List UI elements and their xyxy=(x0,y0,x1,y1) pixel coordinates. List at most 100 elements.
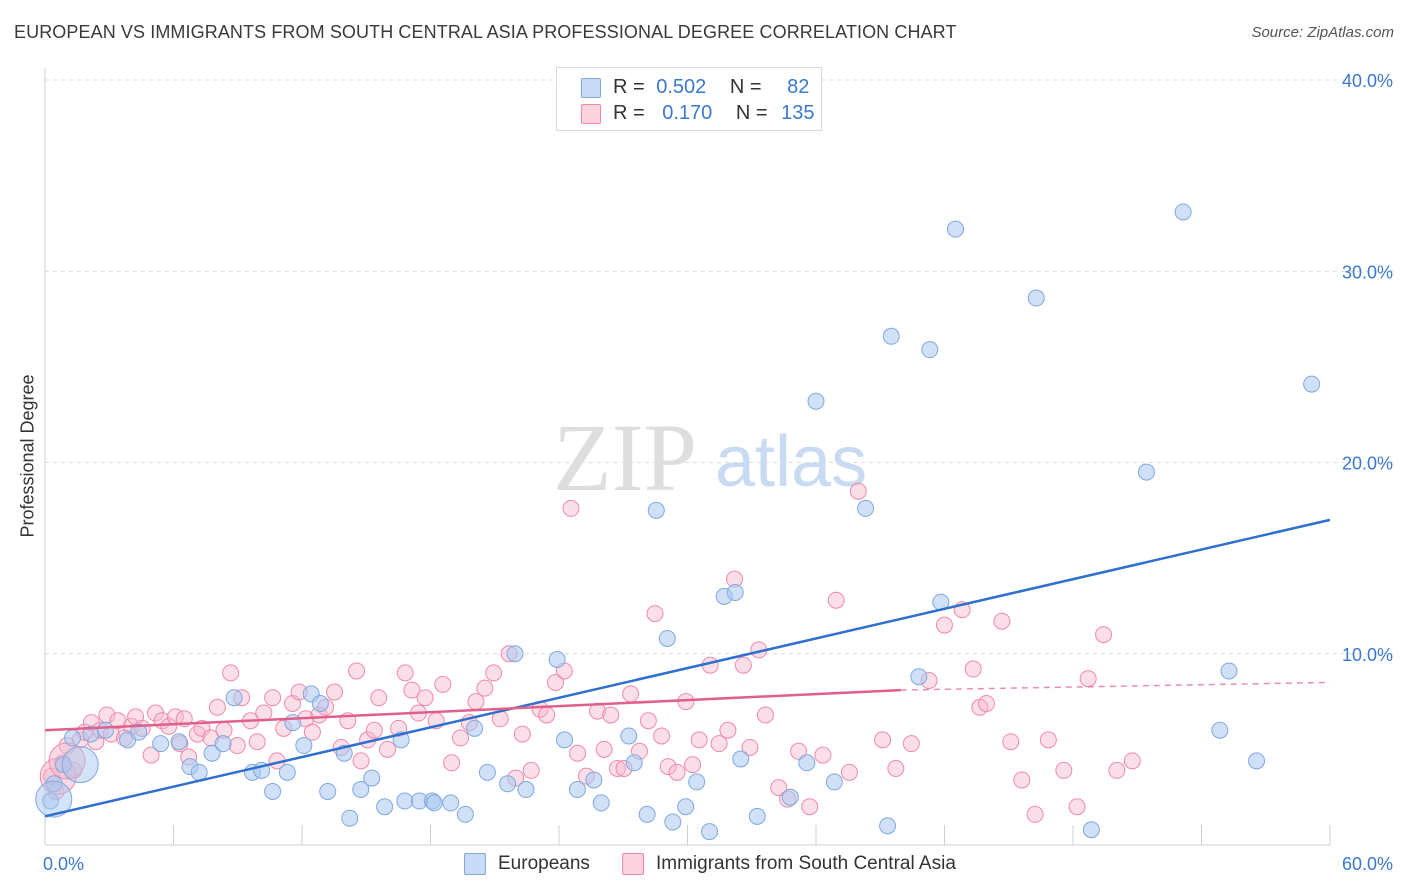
point-europeans xyxy=(1220,662,1238,680)
point-immigrants xyxy=(1026,805,1044,823)
point-europeans xyxy=(625,754,643,772)
point-europeans xyxy=(264,782,282,800)
legend-r-value: 0.502 xyxy=(656,76,707,98)
point-immigrants xyxy=(522,761,540,779)
point-immigrants xyxy=(476,679,494,697)
x-tick-label: 60.0% xyxy=(1342,854,1393,874)
point-europeans-large xyxy=(35,780,73,818)
point-europeans xyxy=(658,629,676,647)
legend-swatch-europeans xyxy=(581,78,601,98)
point-europeans xyxy=(190,763,208,781)
point-europeans xyxy=(425,794,443,812)
y-axis-label: Professional Degree xyxy=(17,374,38,538)
points-group xyxy=(35,203,1321,841)
point-immigrants xyxy=(840,763,858,781)
point-immigrants xyxy=(434,675,452,693)
bottom-legend-label-europeans: Europeans xyxy=(498,853,590,874)
point-immigrants xyxy=(874,731,892,749)
legend-r-value: 0.170 xyxy=(662,102,713,124)
chart-source: Source: ZipAtlas.com xyxy=(1251,24,1394,41)
point-immigrants xyxy=(513,725,531,743)
point-immigrants xyxy=(348,662,366,680)
point-europeans xyxy=(203,744,221,762)
point-europeans xyxy=(910,668,928,686)
point-europeans xyxy=(152,735,170,753)
point-immigrants xyxy=(902,735,920,753)
point-europeans xyxy=(506,645,524,663)
point-immigrants xyxy=(264,689,282,707)
legend-n-label: N = xyxy=(729,76,762,98)
point-europeans xyxy=(466,719,484,737)
point-immigrants xyxy=(193,719,211,737)
point-immigrants xyxy=(562,499,580,517)
point-immigrants xyxy=(188,725,206,743)
point-europeans xyxy=(548,650,566,668)
point-europeans xyxy=(677,798,695,816)
point-immigrants xyxy=(734,656,752,674)
point-immigrants xyxy=(756,706,774,724)
point-immigrants xyxy=(602,706,620,724)
point-europeans xyxy=(97,721,115,739)
point-immigrants xyxy=(849,482,867,500)
point-immigrants xyxy=(365,721,383,739)
point-europeans xyxy=(1174,203,1192,221)
legend-n-label: N = xyxy=(735,102,768,124)
point-europeans xyxy=(319,782,337,800)
point-europeans xyxy=(585,771,603,789)
point-immigrants xyxy=(1095,626,1113,644)
point-europeans xyxy=(478,763,496,781)
legend-n-value: 82 xyxy=(787,76,810,98)
legend-r-label: R = xyxy=(613,76,645,98)
point-europeans xyxy=(311,694,329,712)
point-europeans xyxy=(664,813,682,831)
point-immigrants xyxy=(396,664,414,682)
point-europeans xyxy=(442,794,460,812)
point-europeans xyxy=(748,807,766,825)
point-immigrants xyxy=(326,683,344,701)
point-immigrants xyxy=(887,760,905,777)
point-immigrants xyxy=(303,723,321,741)
point-immigrants xyxy=(977,694,995,712)
point-europeans xyxy=(556,731,574,749)
point-immigrants xyxy=(1039,731,1057,749)
bottom-legend-label-immigrants: Immigrants from South Central Asia xyxy=(656,853,956,874)
legend-r-label: R = xyxy=(613,102,645,124)
point-immigrants xyxy=(1013,771,1031,789)
point-immigrants xyxy=(770,779,788,797)
point-europeans xyxy=(879,817,897,835)
bottom-legend-swatch-europeans xyxy=(464,853,486,875)
point-immigrants xyxy=(352,752,370,770)
x-tick-label: 0.0% xyxy=(43,854,84,874)
point-immigrants xyxy=(935,616,953,634)
point-immigrants xyxy=(160,717,178,735)
trendline-immigrants xyxy=(44,688,901,732)
point-europeans xyxy=(781,788,799,806)
point-europeans xyxy=(921,341,939,359)
point-europeans xyxy=(1082,821,1100,839)
point-immigrants xyxy=(538,706,556,724)
point-europeans xyxy=(170,733,188,751)
watermark-zip: ZIP xyxy=(553,404,697,511)
point-europeans xyxy=(499,775,517,793)
point-immigrants xyxy=(646,605,664,623)
point-europeans xyxy=(130,723,148,741)
point-europeans xyxy=(352,781,370,799)
point-immigrants xyxy=(690,731,708,749)
point-immigrants xyxy=(403,681,421,699)
point-europeans-large xyxy=(61,746,99,784)
point-europeans xyxy=(456,805,474,823)
point-immigrants xyxy=(827,591,845,609)
legend-n-value: 135 xyxy=(781,102,815,124)
point-europeans xyxy=(647,501,665,519)
point-europeans xyxy=(1137,463,1155,481)
point-immigrants xyxy=(451,729,469,747)
point-immigrants xyxy=(443,754,461,772)
point-immigrants xyxy=(1108,761,1126,779)
point-europeans xyxy=(363,769,381,787)
chart-title: EUROPEAN VS IMMIGRANTS FROM SOUTH CENTRA… xyxy=(14,22,957,42)
y-tick-label: 40.0% xyxy=(1342,71,1393,91)
point-europeans xyxy=(1303,375,1321,393)
point-immigrants xyxy=(222,664,240,682)
point-immigrants xyxy=(370,689,388,707)
point-europeans xyxy=(726,584,744,602)
